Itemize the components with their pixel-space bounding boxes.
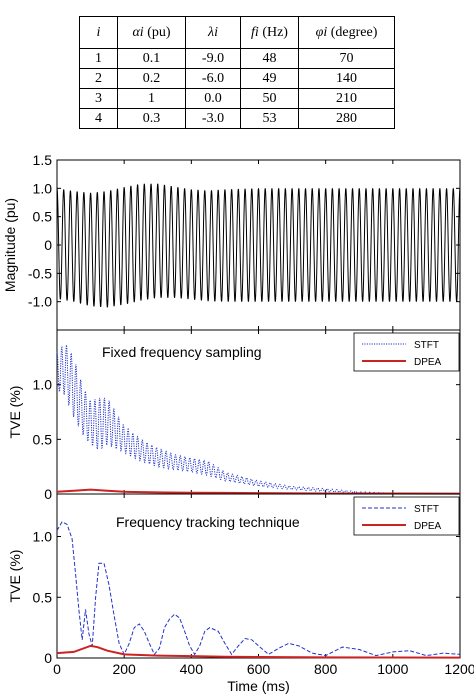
annotation-text: Fixed frequency sampling <box>102 344 262 360</box>
x-tick-label: 0 <box>53 661 61 677</box>
legend-label-dpea: DPEA <box>414 521 442 532</box>
header-i: i <box>79 16 118 49</box>
y-tick-label: 0 <box>44 486 52 502</box>
y-tick-label: 0.5 <box>33 209 53 225</box>
chart-panel-2: 1.0 0.5 0 TVE (%) Fixed frequency sampling ST… <box>7 329 461 502</box>
x-tick-label: 800 <box>314 661 338 677</box>
table-row: 4 0.3 -3.0 53 280 <box>79 108 395 129</box>
legend: STFT DPEA <box>353 496 460 536</box>
y-tick-label: 1.0 <box>33 180 53 196</box>
legend-box <box>353 496 460 536</box>
x-tick-label: 400 <box>180 661 204 677</box>
table-cell: 0.0 <box>185 88 241 109</box>
legend-box <box>353 332 460 372</box>
table-row: 3 1 0.0 50 210 <box>79 88 395 109</box>
table-row: 1 0.1 -9.0 48 70 <box>79 48 395 69</box>
y-axis-label: TVE (%) <box>7 386 23 439</box>
table-cell: 48 <box>240 48 299 69</box>
table-cell: 0.3 <box>117 108 186 129</box>
y-axis-label: Magnitude (pu) <box>2 198 18 292</box>
y-tick-label: 0.5 <box>33 589 53 605</box>
table-cell: 53 <box>240 108 299 129</box>
chart-panel-1: 1.5 1.0 0.5 0 -0.5 -1.0 Magnitude (pu) <box>2 152 461 331</box>
x-tick-label: 1200 <box>444 661 474 677</box>
x-tick-label: 1000 <box>377 661 408 677</box>
table-row: 2 0.2 -6.0 49 140 <box>79 68 395 89</box>
table-cell: -3.0 <box>185 108 241 129</box>
series-line-dpea <box>56 644 461 659</box>
y-axis-label: TVE (%) <box>7 550 23 603</box>
plot-frame <box>56 159 461 331</box>
y-tick-label: 0 <box>44 237 52 253</box>
parameter-table: i αi (pu) λi fi (Hz) φi (degree) 1 0.1 -… <box>79 16 395 129</box>
table-cell: 280 <box>298 108 395 129</box>
y-tick-label: -0.5 <box>28 265 52 281</box>
x-axis-label: Time (ms) <box>227 678 289 694</box>
x-tick-label: 200 <box>112 661 136 677</box>
x-tick-label: 600 <box>247 661 271 677</box>
y-tick-label: 0 <box>44 650 52 666</box>
y-tick-label: 1.0 <box>33 529 53 545</box>
table-cell: 210 <box>298 88 395 109</box>
legend: STFT DPEA <box>353 332 460 372</box>
legend-label-stft: STFT <box>414 504 439 515</box>
y-tick-label: 1.5 <box>33 152 53 168</box>
table-cell: -9.0 <box>185 48 241 69</box>
header-lambda: λi <box>185 16 241 49</box>
series-line-stft <box>56 521 461 657</box>
legend-label-dpea: DPEA <box>414 357 442 368</box>
legend-label-stft: STFT <box>414 340 439 351</box>
y-tick-label: -1.0 <box>28 294 52 310</box>
waveform-line <box>56 183 461 308</box>
y-tick-label: 1.0 <box>33 377 53 393</box>
chart-panel-3: 1.0 0.5 0 TVE (%) Frequency tracking techniq… <box>7 493 474 694</box>
y-tick-label: 0.5 <box>33 431 53 447</box>
series-line-dpea <box>56 488 461 495</box>
annotation-text: Frequency tracking technique <box>116 514 300 530</box>
